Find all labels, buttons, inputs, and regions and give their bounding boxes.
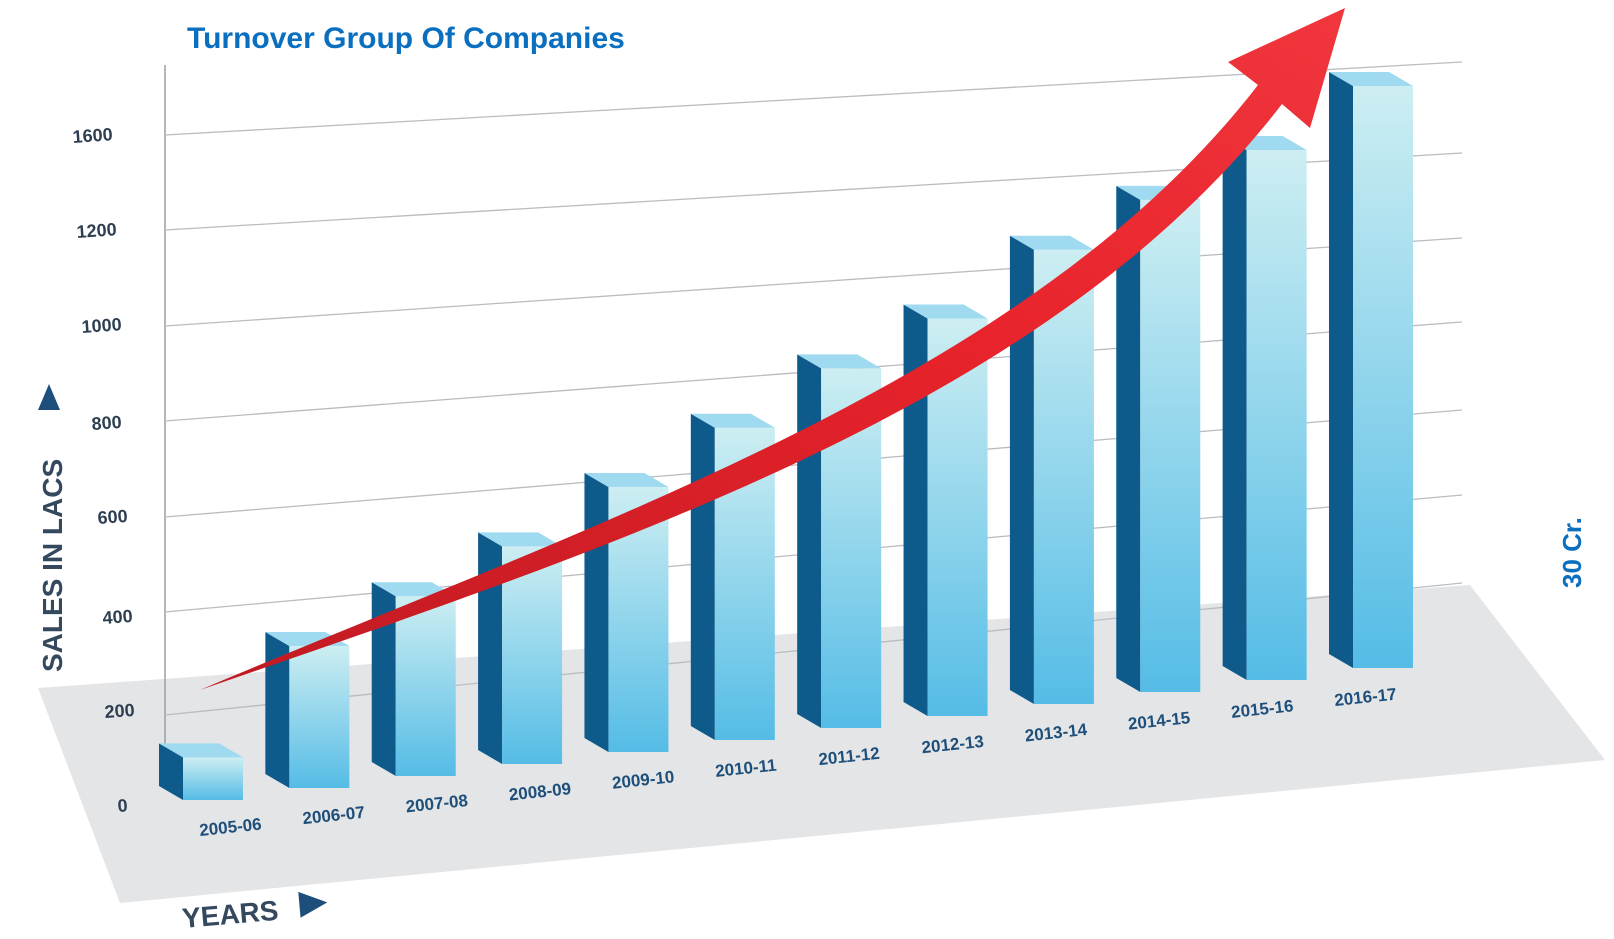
y-tick-label: 400 — [102, 606, 133, 628]
bar — [903, 304, 988, 716]
chart-title: Turnover Group Of Companies — [187, 22, 625, 55]
bar-front — [502, 546, 563, 764]
bar-top — [478, 532, 563, 547]
bar — [371, 582, 456, 776]
side-note: 30 Cr. — [1557, 517, 1587, 588]
bar-side — [1116, 185, 1141, 692]
bar — [265, 632, 350, 788]
bar — [159, 743, 243, 800]
bar-side — [690, 413, 715, 740]
y-axis-title: SALES IN LACS — [37, 459, 68, 672]
bar-front — [1353, 86, 1413, 668]
y-tick-label: 800 — [91, 412, 122, 434]
bar-side — [265, 632, 290, 788]
y-tick-label: 600 — [97, 506, 128, 528]
bar-side — [1329, 72, 1353, 668]
y-axis-title-group: SALES IN LACS — [37, 384, 68, 672]
bar-side — [159, 743, 183, 800]
x-axis-title: YEARS — [181, 895, 280, 934]
bar-side — [1222, 136, 1247, 681]
bar-side — [903, 304, 928, 716]
y-tick-label: 1200 — [76, 219, 117, 242]
bar-top — [797, 354, 882, 369]
bar-top — [1009, 235, 1094, 250]
bar-top — [903, 304, 988, 319]
y-tick-label: 200 — [104, 700, 135, 722]
bar-top — [1329, 72, 1413, 86]
y-tick-label: 1000 — [81, 314, 122, 337]
bar-side — [797, 354, 822, 728]
bar — [1222, 136, 1307, 681]
x-axis-title-group: YEARS — [181, 891, 328, 934]
bar-front — [1246, 150, 1307, 681]
bar-front — [1033, 249, 1094, 704]
bar-side — [584, 473, 609, 752]
bar-top — [159, 743, 243, 758]
bar-top — [371, 582, 456, 597]
bar-top — [584, 473, 669, 488]
y-axis-arrow-icon — [38, 384, 60, 410]
bar-front — [183, 757, 243, 800]
x-axis-arrow-icon — [298, 891, 328, 918]
y-tick-label: 1600 — [72, 124, 113, 147]
bar-front — [395, 596, 456, 776]
bar-side — [371, 582, 396, 776]
y-tick-labels: 0 200 400 600 800 1000 1200 1600 — [72, 124, 135, 816]
bar-side — [1009, 235, 1034, 704]
bar — [1009, 235, 1094, 704]
bar-front — [1140, 199, 1201, 692]
bar — [1329, 72, 1413, 668]
bar-front — [289, 646, 350, 788]
bar-top — [690, 413, 775, 428]
y-tick-label: 0 — [117, 795, 128, 816]
bar — [1116, 185, 1201, 692]
